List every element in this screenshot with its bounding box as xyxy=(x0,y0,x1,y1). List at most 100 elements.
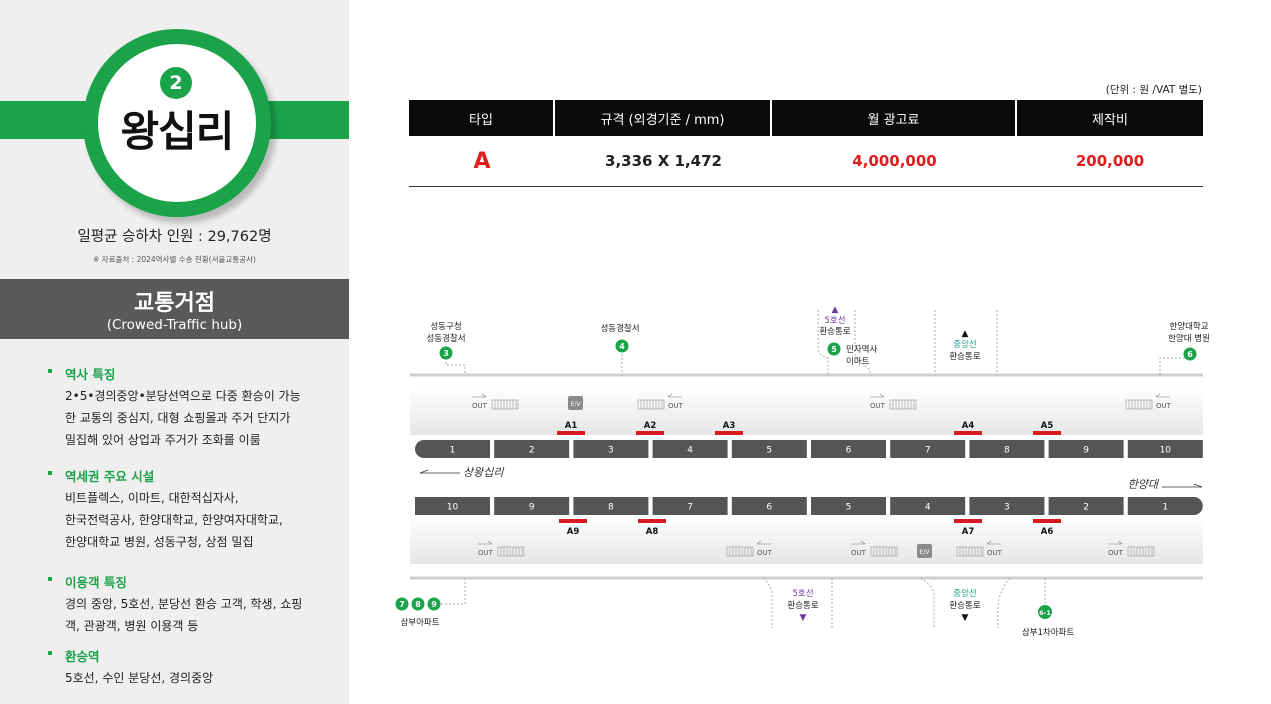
out-arrow xyxy=(870,393,885,398)
train-car-number: 8 xyxy=(608,503,614,513)
exit-6-1-label: 삼부1차아파트 xyxy=(1022,627,1075,638)
platform-band-bottom xyxy=(410,516,1203,564)
train-car-number: 2 xyxy=(1083,503,1089,513)
train-car xyxy=(731,497,807,515)
out-label: OUT xyxy=(851,549,867,557)
elevator-icon xyxy=(917,544,932,558)
out-exits: OUT OUT OUT OUT OUT OUT OUT OUT OUT xyxy=(472,393,1172,557)
stairs-icon xyxy=(726,546,754,557)
unit-note: (단위 : 원 /VAT 별도) xyxy=(1105,84,1202,96)
ad-marker xyxy=(954,431,982,435)
hub-header: 교통거점 (Crowed-Traffic hub) xyxy=(0,279,349,339)
train-car-number: 1 xyxy=(450,446,456,456)
train-car xyxy=(1048,440,1124,458)
train-car xyxy=(652,440,728,458)
out-arrow xyxy=(472,393,487,398)
header-monthly-fee: 월 광고료 xyxy=(772,100,1017,136)
hub-title: 교통거점 xyxy=(134,291,215,316)
exit-6-1-number: 6-1 xyxy=(1039,609,1051,617)
out-label: OUT xyxy=(1156,402,1172,410)
exit-3-label-1: 성동구청 xyxy=(430,322,461,332)
out-gate: OUT xyxy=(1125,393,1172,410)
stairs-icon xyxy=(870,546,898,557)
direction-left-label: 상왕십리 xyxy=(463,466,504,479)
train-car xyxy=(573,497,649,515)
exit-3-badge xyxy=(439,346,453,360)
exit-9-badge xyxy=(427,597,441,611)
hub-subtitle: (Crowed-Traffic hub) xyxy=(106,317,243,333)
out-gate: OUT xyxy=(956,540,1003,557)
out-label: OUT xyxy=(870,402,886,410)
train-car xyxy=(415,497,490,515)
train-car-number: 8 xyxy=(1004,446,1010,456)
section-body: 비트플렉스, 이마트, 대한적십자사, 한국전력공사, 한양대학교, 한양여자대… xyxy=(48,487,338,553)
section-body: 2•5•경의중앙•분당선역으로 다중 환승이 가능 한 교통의 중심지, 대형 … xyxy=(48,385,338,451)
train-car-number: 10 xyxy=(447,503,459,513)
header-production-fee: 제작비 xyxy=(1017,100,1203,136)
cell-monthly-fee: 4,000,000 xyxy=(852,152,937,170)
train-car xyxy=(890,497,966,515)
line5-top-label: 5호선 xyxy=(824,316,845,326)
section-title: 이용객 특징 xyxy=(48,572,338,591)
ad-label: A8 xyxy=(646,527,659,537)
train-car-number: 1 xyxy=(1162,503,1168,513)
exit-3-number: 3 xyxy=(443,349,449,358)
ad-label: A3 xyxy=(723,421,736,431)
out-arrow xyxy=(851,540,866,545)
exit-7-badge xyxy=(395,597,409,611)
ad-marker xyxy=(557,431,585,435)
ad-label: A2 xyxy=(644,421,657,431)
ad-marker xyxy=(954,519,982,523)
section-title: 역사 특징 xyxy=(48,364,338,383)
exit-6-label-1: 한양대학교 xyxy=(1169,321,1208,332)
table-row: A 3,336 X 1,472 4,000,000 200,000 xyxy=(409,136,1203,187)
section-line: 한양대학교 병원, 성동구청, 상점 밀집 xyxy=(65,535,254,549)
central-top-transfer-label: 환승통로 xyxy=(949,351,980,362)
cell-type: A xyxy=(473,148,491,174)
ad-label: A4 xyxy=(962,421,975,431)
train-car-number: 9 xyxy=(529,503,535,513)
out-label: OUT xyxy=(1108,549,1124,557)
ad-locations: A1 A2 A3 A4 A5 A9 A8 A7 A6 xyxy=(557,421,1061,537)
section-users: 이용객 특징 경의 중앙, 5호선, 분당선 환승 고객, 학생, 쇼핑 객, … xyxy=(48,572,338,637)
platform-band-top xyxy=(410,387,1203,435)
stairs-icon xyxy=(637,399,665,410)
ad-label: A5 xyxy=(1041,421,1054,431)
train-car xyxy=(494,497,570,515)
exit-4-label: 성동경찰서 xyxy=(600,323,639,334)
ad-label: A7 xyxy=(962,527,975,537)
train-car-number: 4 xyxy=(925,503,931,513)
direction-right-label: 한양대 xyxy=(1128,478,1160,491)
data-source-note: ※ 자료출처 : 2024역사별 수송 현황(서울교통공사) xyxy=(93,255,256,264)
train-car-number: 7 xyxy=(687,503,693,513)
exit-6-badge xyxy=(1183,347,1197,361)
section-transfer: 환승역 5호선, 수인 분당선, 경의중앙 xyxy=(48,646,338,689)
exit-5-badge xyxy=(827,342,841,356)
cell-size: 3,336 X 1,472 xyxy=(605,152,722,170)
section-line: 밀집해 있어 상업과 주거가 조화를 이룸 xyxy=(65,433,261,447)
ad-label: A6 xyxy=(1041,527,1054,537)
central-bottom-transfer-label: 환승통로 xyxy=(949,600,980,611)
ad-marker xyxy=(636,431,664,435)
elevator-label-bottom: E/V xyxy=(920,549,931,556)
section-line: 한국전력공사, 한양대학교, 한양여자대학교, xyxy=(65,513,283,527)
train-car xyxy=(573,440,649,458)
train-car xyxy=(890,440,966,458)
train-car-number: 2 xyxy=(529,446,535,456)
ad-marker xyxy=(715,431,743,435)
train-car-number: 5 xyxy=(766,446,772,456)
train-car-number: 4 xyxy=(687,446,693,456)
ad-marker xyxy=(638,519,666,523)
train-car xyxy=(415,440,490,458)
section-line: 경의 중앙, 5호선, 분당선 환승 고객, 학생, 쇼핑 xyxy=(65,597,303,611)
exit-6-1-badge xyxy=(1038,605,1052,619)
section-body: 경의 중앙, 5호선, 분당선 환승 고객, 학생, 쇼핑 객, 관광객, 병원… xyxy=(48,593,338,637)
section-title: 역세권 주요 시설 xyxy=(48,466,338,485)
exit-789-label: 삼부아파트 xyxy=(400,617,439,628)
out-gate: OUT xyxy=(472,393,519,410)
central-bottom-down-arrow: ▼ xyxy=(962,613,969,623)
line5-bottom-transfer-label: 환승통로 xyxy=(787,600,818,611)
arrow-head-left xyxy=(419,469,429,474)
exit-3-label-2: 성동경찰서 xyxy=(426,333,465,344)
section-title: 환승역 xyxy=(48,646,338,665)
